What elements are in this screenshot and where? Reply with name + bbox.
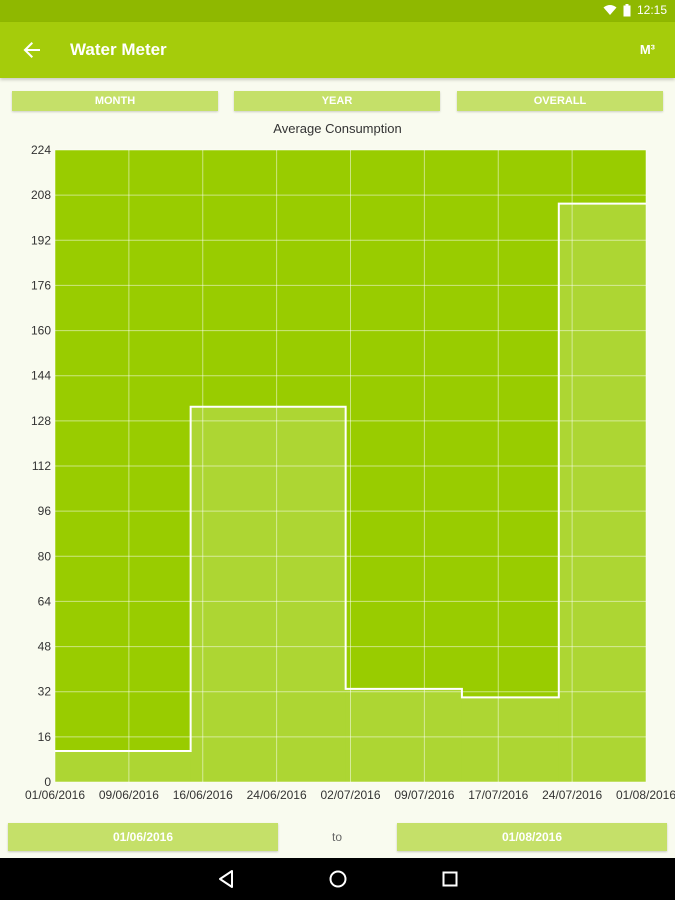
step-segment bbox=[190, 406, 346, 782]
tab-overall[interactable]: OVERALL bbox=[457, 91, 663, 111]
y-tick-label: 192 bbox=[31, 233, 51, 247]
battery-icon bbox=[623, 3, 631, 17]
step-segment bbox=[558, 203, 646, 782]
x-tick-label: 16/06/2016 bbox=[173, 788, 233, 802]
y-tick-label: 80 bbox=[38, 549, 52, 563]
consumption-chart: 0 16 32 48 64 80 96 112 128 144 160 176 192 208 224 01/… bbox=[25, 143, 675, 802]
tab-month[interactable]: MONTH bbox=[12, 91, 218, 111]
step-segment bbox=[55, 750, 191, 782]
step-segment bbox=[345, 688, 462, 782]
app-bar: Water Meter M³ bbox=[0, 22, 675, 78]
y-tick-label: 224 bbox=[31, 143, 51, 157]
y-tick-label: 32 bbox=[38, 685, 52, 699]
back-triangle-icon[interactable] bbox=[214, 868, 238, 890]
back-button[interactable] bbox=[18, 36, 46, 64]
y-tick-label: 96 bbox=[38, 504, 52, 518]
to-label: to bbox=[331, 830, 342, 844]
status-time: 12:15 bbox=[636, 3, 667, 17]
x-tick-label: 24/07/2016 bbox=[542, 788, 602, 802]
y-tick-label: 16 bbox=[38, 730, 52, 744]
series-line bbox=[55, 202, 646, 752]
tab-year[interactable]: YEAR bbox=[234, 91, 440, 111]
x-tick-label: 17/07/2016 bbox=[468, 788, 528, 802]
arrow-back-icon bbox=[23, 42, 40, 58]
y-tick-label: 0 bbox=[44, 775, 51, 789]
y-tick-label: 64 bbox=[38, 594, 52, 608]
x-tick-label: 01/08/2016 bbox=[616, 788, 675, 802]
y-tick-label: 176 bbox=[31, 278, 51, 292]
navigation-bar bbox=[0, 858, 675, 900]
step-segment bbox=[461, 697, 559, 782]
unit-toggle[interactable]: M³ bbox=[639, 42, 655, 57]
recents-square-icon[interactable] bbox=[438, 868, 462, 890]
x-tick-label: 02/07/2016 bbox=[320, 788, 380, 802]
status-bar: 12:15 bbox=[0, 0, 675, 22]
date-to-button[interactable]: 01/08/2016 bbox=[397, 823, 667, 851]
chart-title: Average Consumption bbox=[273, 121, 402, 136]
y-tick-label: 128 bbox=[31, 414, 51, 428]
x-tick-label: 24/06/2016 bbox=[247, 788, 307, 802]
y-tick-label: 112 bbox=[32, 459, 51, 473]
page-title: Water Meter bbox=[70, 40, 167, 59]
x-tick-label: 09/06/2016 bbox=[99, 788, 159, 802]
date-from-button[interactable]: 01/06/2016 bbox=[8, 823, 278, 851]
y-tick-label: 208 bbox=[31, 188, 51, 202]
wifi-icon bbox=[603, 4, 617, 16]
x-tick-label: 01/06/2016 bbox=[25, 788, 85, 802]
y-tick-label: 144 bbox=[31, 369, 51, 383]
y-tick-label: 48 bbox=[38, 640, 52, 654]
home-circle-icon[interactable] bbox=[326, 868, 350, 890]
x-tick-label: 09/07/2016 bbox=[394, 788, 454, 802]
y-tick-label: 160 bbox=[31, 324, 51, 338]
